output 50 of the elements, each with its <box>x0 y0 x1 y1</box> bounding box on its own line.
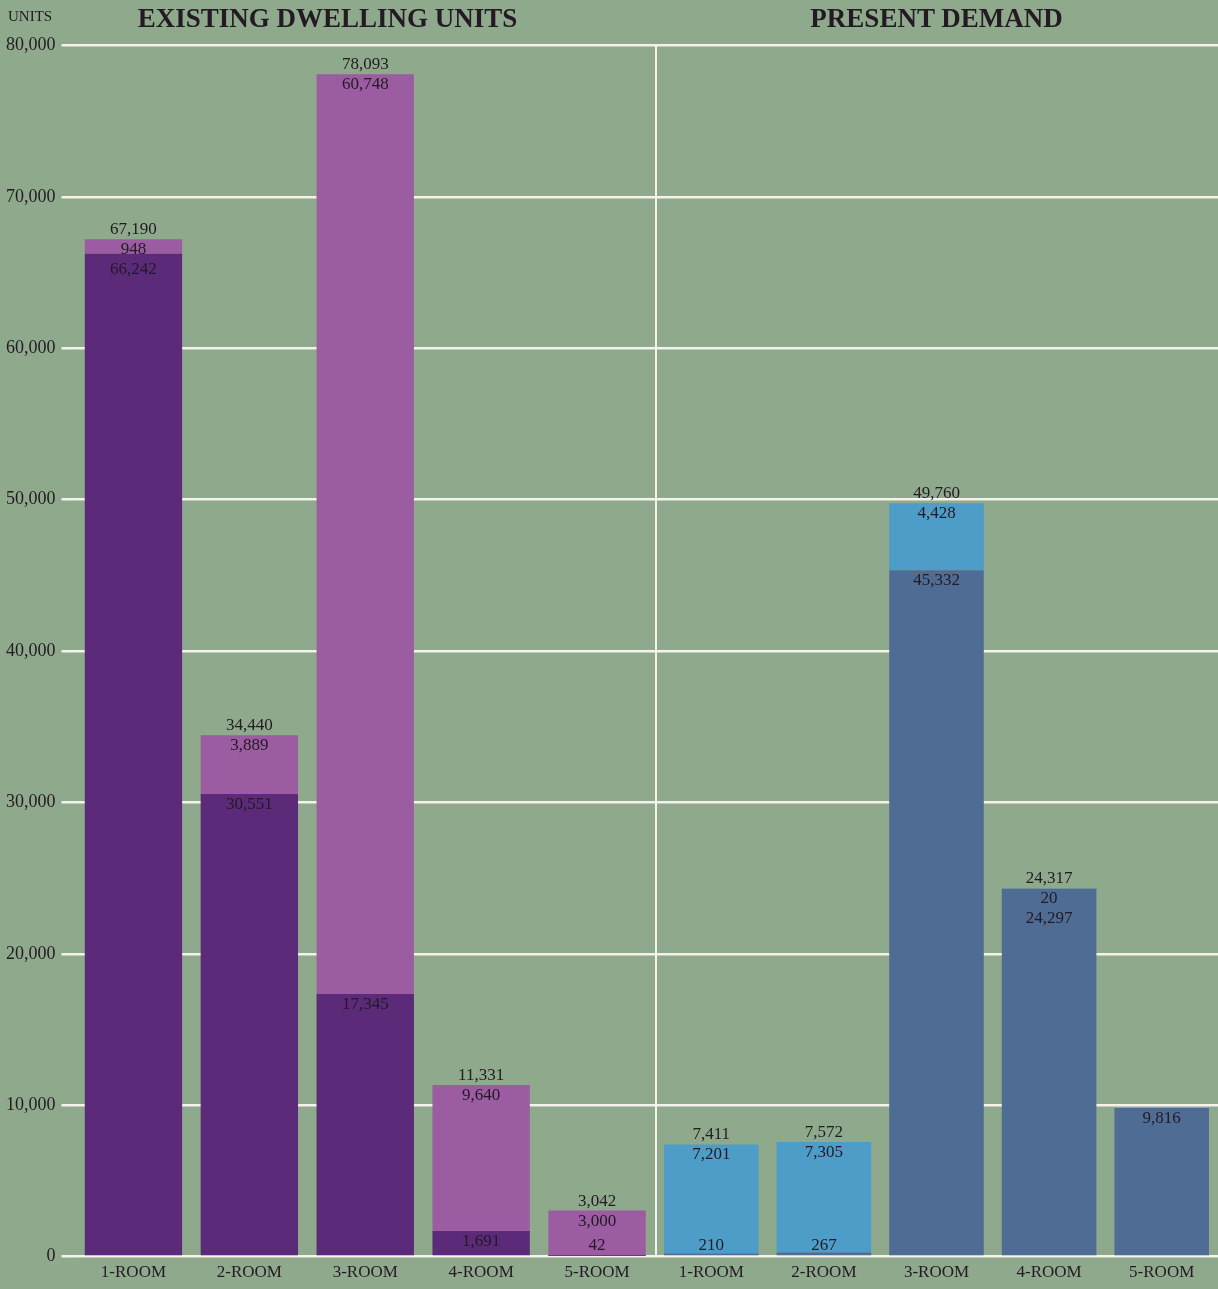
total-label: 34,440 <box>225 715 273 735</box>
x-tick-label: 2-ROOM <box>216 1262 282 1282</box>
x-tick-label: 4-ROOM <box>1016 1262 1082 1282</box>
x-tick-label: 3-ROOM <box>903 1262 970 1282</box>
data-label: 267 <box>811 1235 838 1255</box>
y-tick-label: 0 <box>46 1245 56 1266</box>
total-label: 7,411 <box>692 1124 731 1144</box>
data-label: 17,345 <box>341 993 389 1013</box>
total-label: 3,042 <box>577 1190 617 1210</box>
data-label: 42 <box>588 1235 606 1255</box>
data-label: 45,332 <box>913 570 960 590</box>
x-tick-label: 2-ROOM <box>791 1262 857 1282</box>
y-tick-label: 10,000 <box>6 1093 56 1114</box>
y-tick-label: 30,000 <box>6 791 56 812</box>
x-tick-label: 4-ROOM <box>448 1262 514 1282</box>
y-tick-label: 60,000 <box>6 336 56 357</box>
data-label: 3,889 <box>230 735 269 755</box>
data-label: 7,305 <box>804 1141 844 1161</box>
chart-title: PRESENT DEMAND <box>810 3 1063 34</box>
data-label: 24,297 <box>1025 908 1073 928</box>
data-label: 4,428 <box>917 503 956 523</box>
y-tick-label: 50,000 <box>6 488 56 509</box>
data-label: 9,640 <box>462 1085 501 1105</box>
y-tick-label: 40,000 <box>6 639 56 660</box>
y-axis-title: UNITS <box>8 8 53 25</box>
x-tick-label: 5-ROOM <box>564 1262 630 1282</box>
data-label: 60,748 <box>341 74 389 94</box>
total-label: 11,331 <box>458 1065 505 1085</box>
x-tick-label: 1-ROOM <box>678 1262 744 1282</box>
x-tick-label: 3-ROOM <box>332 1262 398 1282</box>
data-label: 1,691 <box>462 1230 501 1250</box>
data-label: 210 <box>698 1235 725 1255</box>
data-label: 9,816 <box>1142 1107 1181 1127</box>
chart-title: EXISTING DWELLING UNITS <box>137 3 518 34</box>
total-label: 7,572 <box>804 1121 844 1141</box>
data-label: 30,551 <box>225 794 273 814</box>
total-label: 78,093 <box>341 54 389 74</box>
data-label: 66,242 <box>110 259 157 279</box>
total-label: 49,760 <box>913 483 960 503</box>
data-label: 7,201 <box>692 1144 731 1164</box>
y-tick-label: 70,000 <box>6 185 56 206</box>
total-label: 67,190 <box>110 219 157 239</box>
y-tick-label: 80,000 <box>6 34 56 55</box>
x-tick-label: 5-ROOM <box>1129 1262 1195 1282</box>
x-tick-label: 1-ROOM <box>100 1262 167 1282</box>
total-label: 24,317 <box>1025 868 1073 888</box>
data-label: 948 <box>120 239 147 259</box>
y-tick-label: 20,000 <box>6 942 56 963</box>
data-label: 3,000 <box>577 1210 617 1230</box>
data-label: 20 <box>1040 888 1058 908</box>
